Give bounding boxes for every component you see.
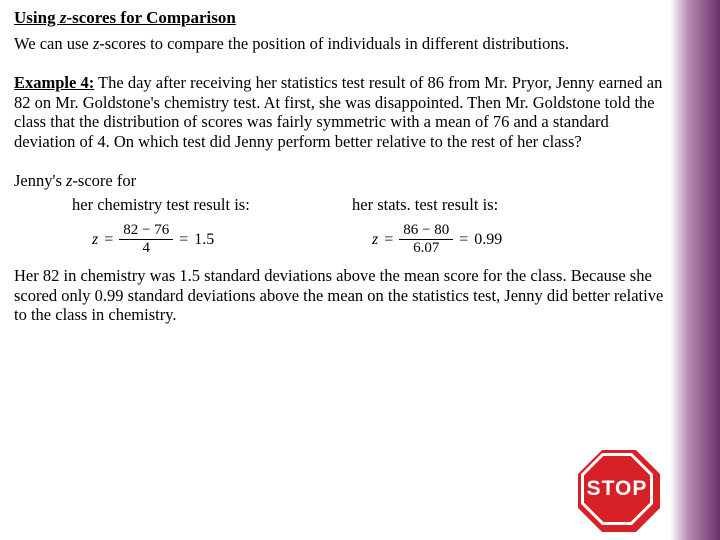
equals-sign: = [459, 231, 468, 249]
stats-result: 0.99 [474, 231, 502, 249]
two-column-formulas: her chemistry test result is: z = 82 − 7… [14, 195, 670, 256]
chem-z-var: z [92, 231, 98, 249]
example-paragraph: Example 4: The day after receiving her s… [14, 73, 670, 151]
heading: Using z-scores for Comparison [14, 8, 670, 28]
heading-prefix: Using [14, 8, 60, 27]
chemistry-formula: z = 82 − 76 4 = 1.5 [72, 223, 342, 256]
jenny-line: Jenny's z-score for [14, 171, 670, 191]
chem-denominator: 4 [143, 240, 151, 256]
slide-content: Using z-scores for Comparison We can use… [14, 8, 670, 325]
example-body: The day after receiving her statistics t… [14, 73, 662, 150]
equals-sign: = [384, 231, 393, 249]
jenny-suffix: -score for [72, 171, 136, 190]
conclusion-paragraph: Her 82 in chemistry was 1.5 standard dev… [14, 266, 670, 324]
chemistry-label: her chemistry test result is: [72, 195, 342, 215]
stats-column: her stats. test result is: z = 86 − 80 6… [342, 195, 670, 256]
slide: Using z-scores for Comparison We can use… [0, 0, 720, 540]
stats-z-var: z [372, 231, 378, 249]
right-gradient-edge [670, 0, 720, 540]
heading-suffix: -scores for Comparison [66, 8, 235, 27]
intro-prefix: We can use [14, 34, 93, 53]
stats-denominator: 6.07 [413, 240, 439, 256]
intro-paragraph: We can use z-scores to compare the posit… [14, 34, 670, 53]
chem-numerator: 82 − 76 [119, 223, 173, 240]
chemistry-column: her chemistry test result is: z = 82 − 7… [14, 195, 342, 256]
chem-fraction: 82 − 76 4 [119, 223, 173, 256]
stop-text: STOP [576, 448, 658, 530]
stats-label: her stats. test result is: [352, 195, 670, 215]
equals-sign: = [179, 231, 188, 249]
stats-formula: z = 86 − 80 6.07 = 0.99 [352, 223, 670, 256]
stats-numerator: 86 − 80 [399, 223, 453, 240]
chem-result: 1.5 [194, 231, 214, 249]
equals-sign: = [104, 231, 113, 249]
stop-sign-icon: STOP [576, 448, 662, 534]
example-label: Example 4: [14, 73, 94, 92]
stats-fraction: 86 − 80 6.07 [399, 223, 453, 256]
jenny-prefix: Jenny's [14, 171, 66, 190]
intro-suffix: -scores to compare the position of indiv… [99, 34, 569, 53]
